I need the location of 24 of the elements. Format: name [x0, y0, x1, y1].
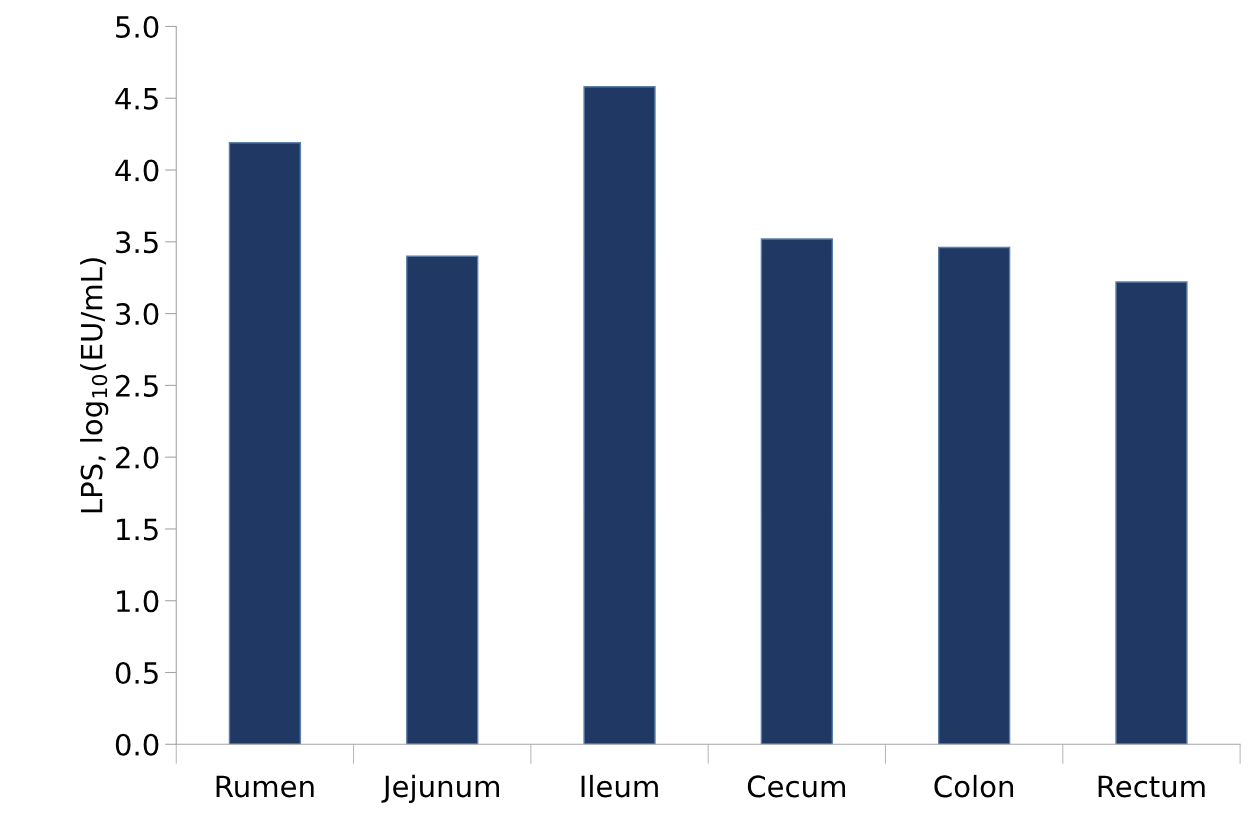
bar: [228, 142, 302, 745]
bar: [937, 246, 1011, 745]
bar: [583, 86, 656, 745]
y-tick-label: 2.0: [116, 446, 159, 469]
y-tick-label: 2.5: [116, 374, 158, 397]
bar: [760, 238, 833, 745]
x-tick-label: Ileum: [581, 774, 658, 798]
bar: [1115, 281, 1188, 745]
y-tick-label: 1.5: [117, 518, 158, 541]
y-axis-title: LPS, log$_{10}$(EU/mL): [80, 258, 109, 513]
y-tick-label: 1.0: [117, 590, 159, 613]
y-tick-label: 3.0: [116, 303, 159, 326]
x-tick-label: Jejunum: [381, 774, 500, 804]
y-tick-label: 5.0: [116, 15, 159, 38]
bar: [406, 255, 479, 745]
y-tick-label: 3.5: [116, 231, 158, 254]
y-tick-label: 4.0: [115, 159, 159, 182]
y-tick-label: 0.5: [115, 661, 158, 685]
y-tick-label: 0.0: [115, 733, 159, 756]
y-tick-label: 4.5: [115, 88, 158, 110]
x-tick-label: Cecum: [747, 775, 845, 798]
x-tick-label: Rumen: [216, 775, 314, 798]
x-tick-label: Rectum: [1098, 775, 1205, 798]
x-tick-label: Colon: [934, 774, 1013, 798]
